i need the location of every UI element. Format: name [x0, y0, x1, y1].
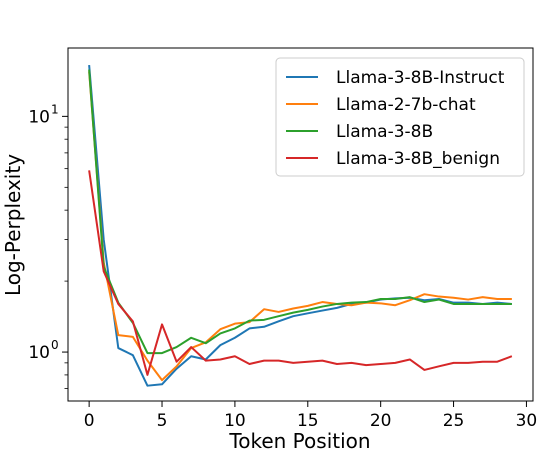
- y-tick-label: 10: [28, 343, 50, 363]
- legend-label-llama-3-8b-benign: Llama-3-8B_benign: [336, 149, 500, 169]
- x-tick-label: 10: [224, 411, 246, 431]
- legend-label-llama-2-7b-chat: Llama-2-7b-chat: [336, 95, 476, 115]
- plot-frame: [67, 47, 534, 402]
- x-axis-label: Token Position: [228, 429, 370, 451]
- series-line-llama-3-8b-benign: [88, 170, 513, 376]
- y-tick-exponent: 1: [51, 102, 59, 116]
- legend-box: [275, 57, 525, 177]
- x-tick-label: 15: [297, 411, 319, 431]
- y-tick-exponent: 0: [51, 338, 59, 352]
- x-tick-label: 20: [370, 411, 392, 431]
- legend-label-llama-3-8b-instruct: Llama-3-8B-Instruct: [336, 68, 505, 88]
- x-tick-label: 0: [84, 411, 95, 431]
- legend: Llama-3-8B-Instruct Llama-2-7b-chat Llam…: [275, 57, 525, 177]
- x-tick-label: 5: [157, 411, 168, 431]
- x-tick-label: 30: [516, 411, 538, 431]
- legend-label-llama-3-8b: Llama-3-8B: [336, 122, 433, 142]
- series-line-llama-2-7b-chat: [88, 71, 512, 382]
- x-tick-label: 25: [443, 411, 465, 431]
- series-layer: [88, 65, 513, 387]
- series-line-llama-3-8b: [88, 69, 512, 355]
- y-tick-label: 10: [28, 107, 50, 127]
- y-axis-label: Log-Perplexity: [1, 154, 25, 296]
